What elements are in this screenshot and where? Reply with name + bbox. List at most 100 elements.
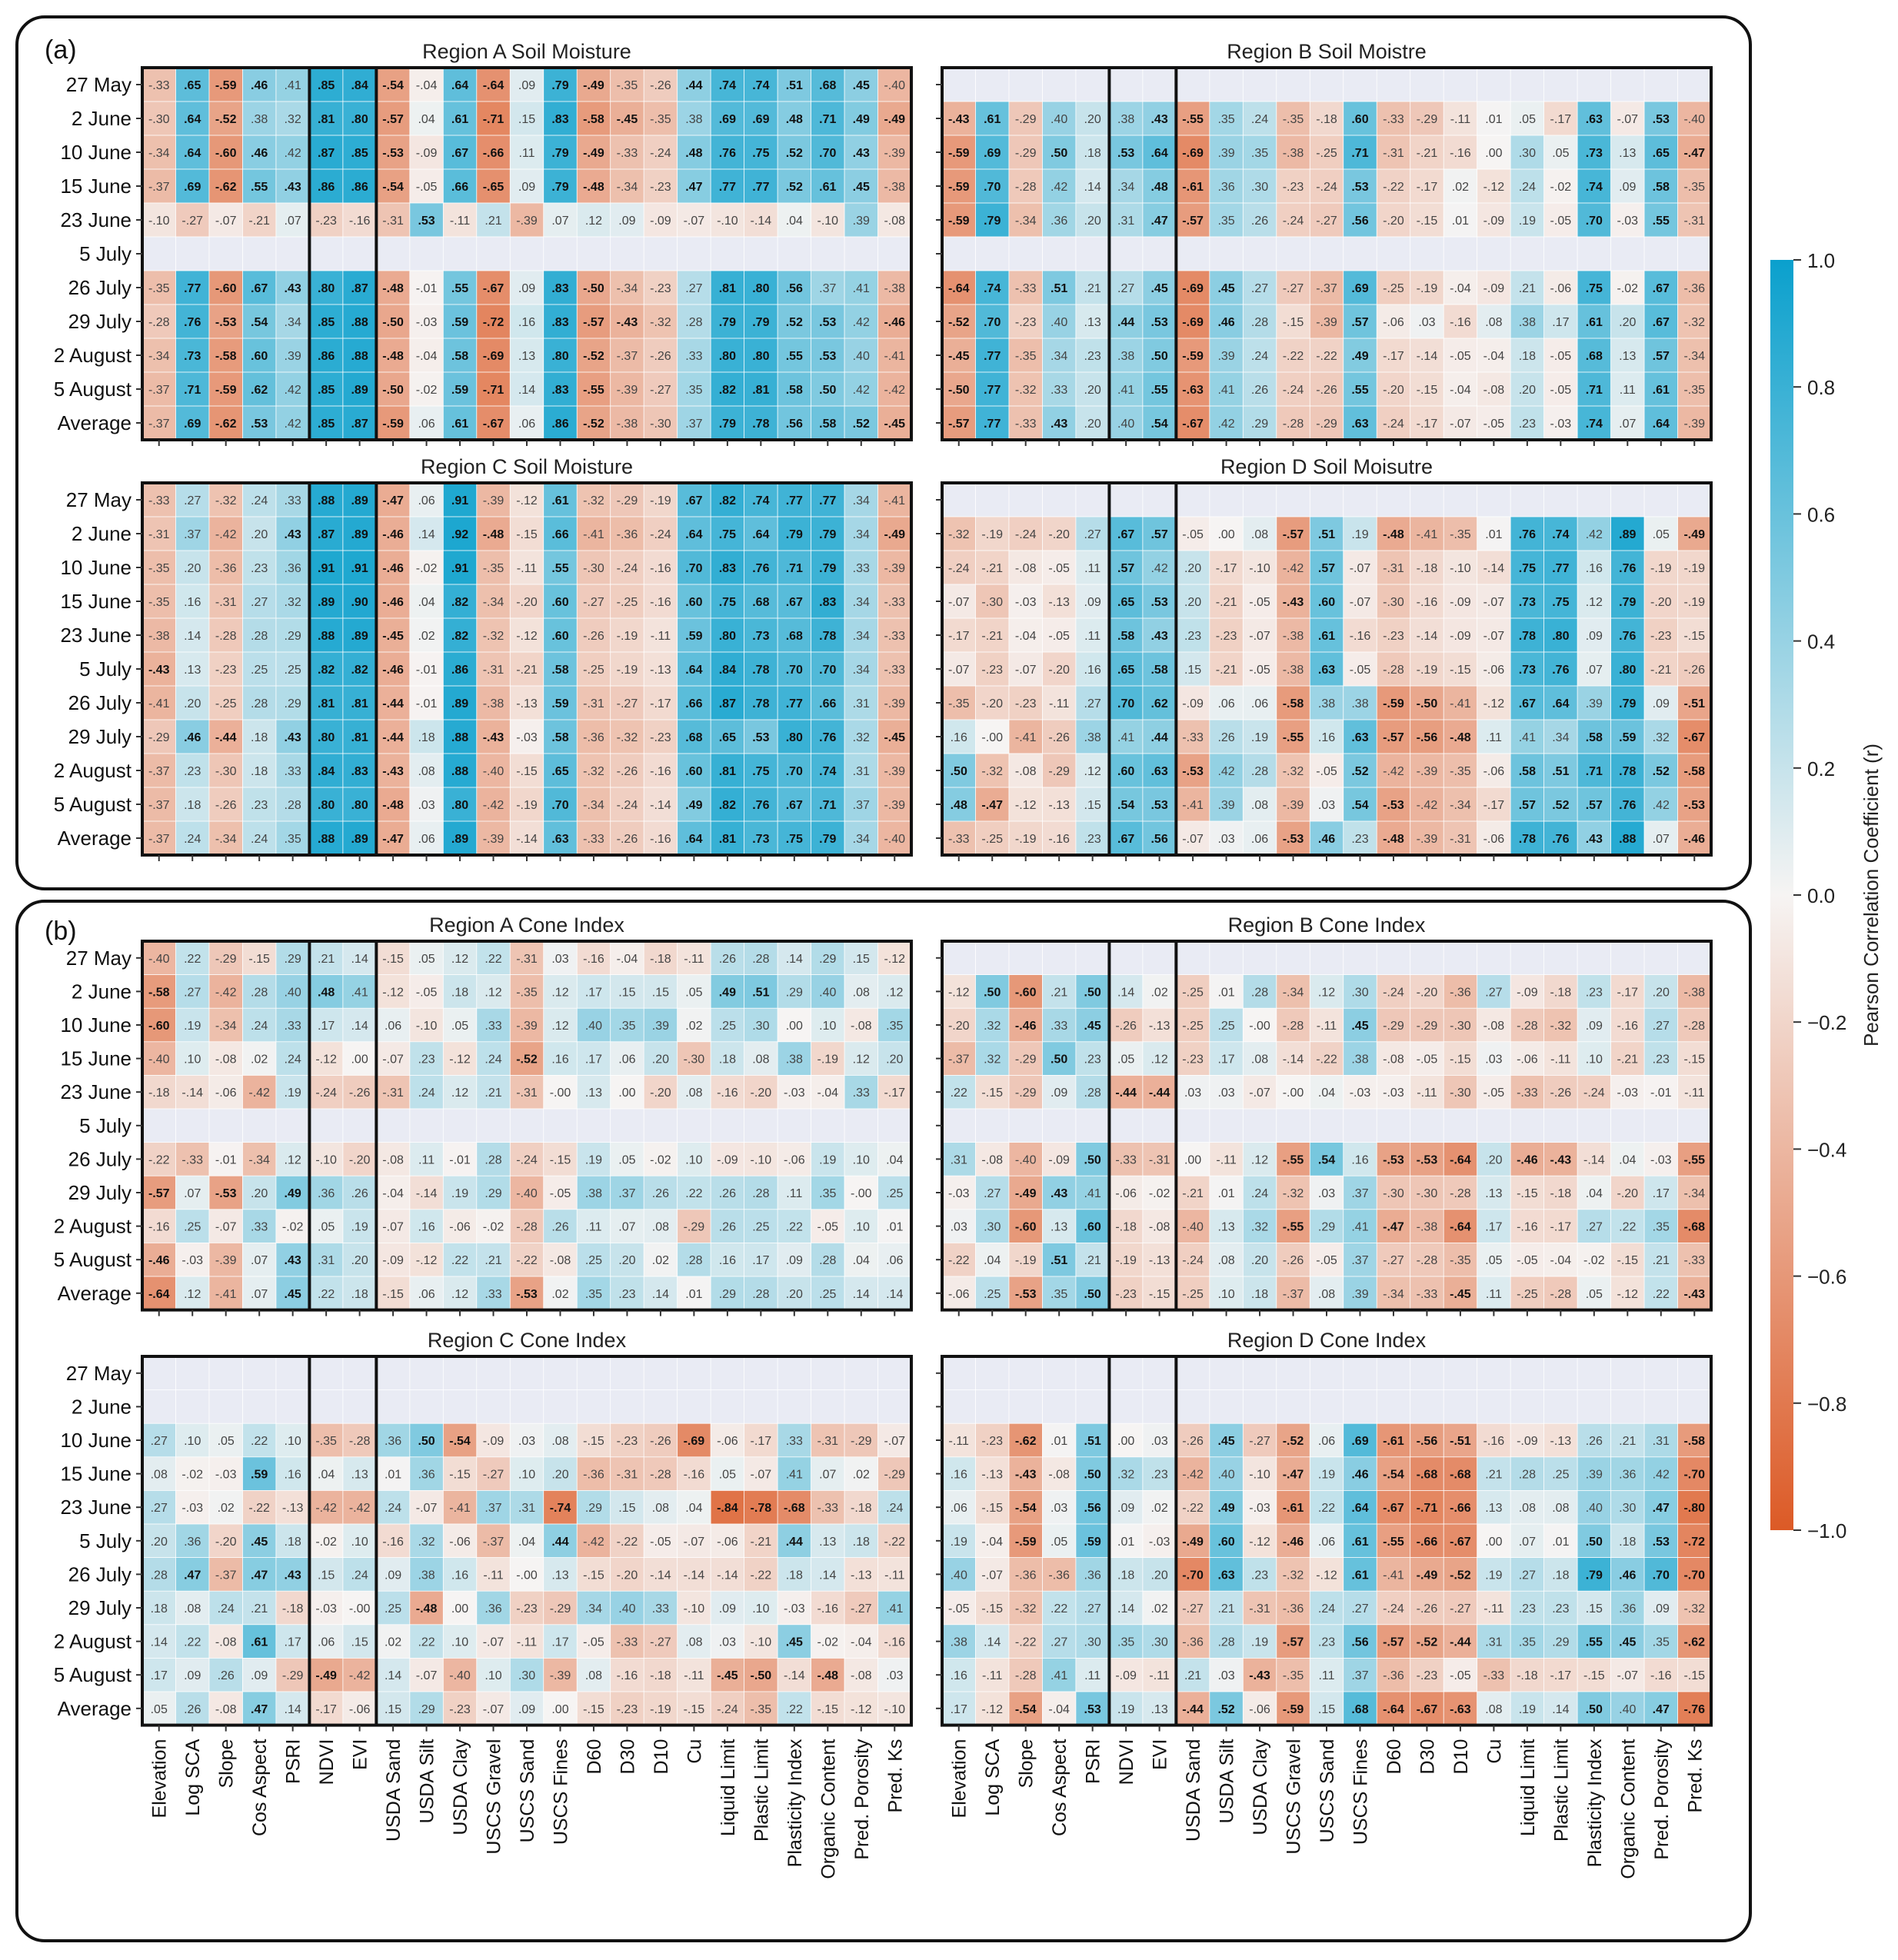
heatmap-cell [677,135,711,170]
cell-value: -.18 [282,1602,304,1616]
cell-value: -.28 [1417,1254,1438,1267]
cell-value: .05 [151,1703,168,1716]
cell-value: .67 [685,494,702,507]
cell-value: -.19 [1417,664,1438,677]
heatmap-cell [941,1108,977,1143]
heatmap-cell [1108,405,1144,441]
cell-value: -.44 [215,731,237,744]
heatmap-cell [442,168,478,204]
cell-value: .41 [886,1602,903,1616]
cell-value: .25 [285,664,301,677]
cell-value: .14 [984,1636,1001,1649]
cell-value: .80 [318,799,335,812]
cell-value: -.35 [948,697,970,710]
heatmap-cell [1309,236,1344,271]
cell-value: .54 [1117,799,1134,812]
cell-value: -.29 [1383,1020,1404,1033]
heatmap-cell [1008,1108,1044,1143]
cell-value: .00 [1485,147,1502,160]
cell-value: -.07 [1249,1086,1270,1100]
heatmap-cell [1677,1356,1712,1391]
cell-value: .23 [1150,1469,1167,1482]
cell-value: -.27 [1383,1254,1404,1267]
cell-value: .12 [585,215,602,228]
cell-value: .67 [786,799,803,812]
cell-value: -.49 [315,1669,337,1682]
heatmap-cell [375,1356,411,1391]
cell-value: -.30 [981,596,1003,609]
cell-value: -.12 [382,986,404,999]
heatmap-cell [1042,1389,1077,1424]
cell-value: .20 [1184,596,1201,609]
heatmap-cell [1543,405,1578,441]
cell-value: .23 [1586,986,1603,999]
heatmap-cell [744,236,778,271]
cell-value: -.20 [1650,596,1672,609]
cell-value: -.64 [1450,1221,1471,1234]
heatmap-cell [1309,202,1344,238]
cell-value: .48 [1150,181,1167,194]
heatmap-cell [1643,236,1679,271]
cell-value: .18 [184,799,201,812]
heatmap-cell [1242,371,1277,407]
heatmap-cell [1510,135,1545,170]
cell-value: -.02 [1583,1254,1605,1267]
cell-value: -.13 [1048,799,1070,812]
cell-value: -.17 [884,1086,905,1100]
cell-value: -.34 [148,350,170,363]
heatmap-cell [1309,67,1344,102]
cell-value: .03 [1217,1669,1234,1682]
cell-value: -.24 [617,562,638,575]
cell-value: .18 [285,1536,301,1549]
cell-value: -.15 [1417,384,1438,397]
heatmap-cell [1276,940,1310,976]
cell-value: -.11 [1684,1086,1704,1100]
cell-value: -.46 [382,562,404,575]
cell-value: .03 [1318,799,1335,812]
cell-value: -.47 [981,799,1003,812]
cell-value: .16 [1351,1153,1368,1166]
cell-value: -.07 [382,1221,404,1234]
cell-value: -.69 [483,350,504,363]
cell-value: -.27 [583,596,604,609]
cell-value: -.53 [1283,833,1304,846]
cell-value: .58 [551,731,568,744]
cell-value: -.12 [1249,1536,1270,1549]
cell-value: .78 [1619,765,1636,778]
heatmap-cell [1075,304,1110,339]
cell-value: -.37 [948,1053,970,1067]
cell-value: -.18 [1550,1187,1572,1200]
cell-value: .14 [652,1288,669,1301]
cell-value: .07 [1653,833,1670,846]
cell-value: .05 [418,953,435,966]
heatmap-cell [308,67,344,102]
heatmap-cell [509,1356,544,1391]
cell-value: -.24 [1283,215,1304,228]
heatmap-cell [342,405,378,441]
cell-value: -.06 [1383,316,1404,329]
heatmap-cell [1276,482,1310,517]
cell-value: -.65 [483,181,504,194]
cell-value: -.20 [981,697,1003,710]
heatmap-cell [342,304,378,339]
heatmap-title: Region C Soil Moisture [421,455,633,478]
heatmap-cell [643,67,678,102]
heatmap-cell [1042,168,1077,204]
cell-value: .59 [1619,731,1636,744]
cell-value: -.48 [1383,833,1404,846]
cell-value: -.23 [617,1435,638,1448]
heatmap-cell [710,338,745,373]
y-tick-label: 2 June [72,1395,132,1418]
cell-value: .15 [351,1636,368,1649]
cell-value: -.12 [948,986,970,999]
cell-value: .28 [151,1569,168,1582]
heatmap-cell [1677,338,1712,373]
heatmap-cell [1242,1108,1277,1143]
cell-value: .71 [1351,147,1368,160]
cell-value: .01 [1217,1187,1234,1200]
cell-value: -.54 [449,1435,471,1448]
cell-value: .37 [853,799,870,812]
cell-value: -.03 [784,1602,805,1616]
cell-value: .29 [484,1187,501,1200]
cell-value: .28 [1519,1469,1536,1482]
